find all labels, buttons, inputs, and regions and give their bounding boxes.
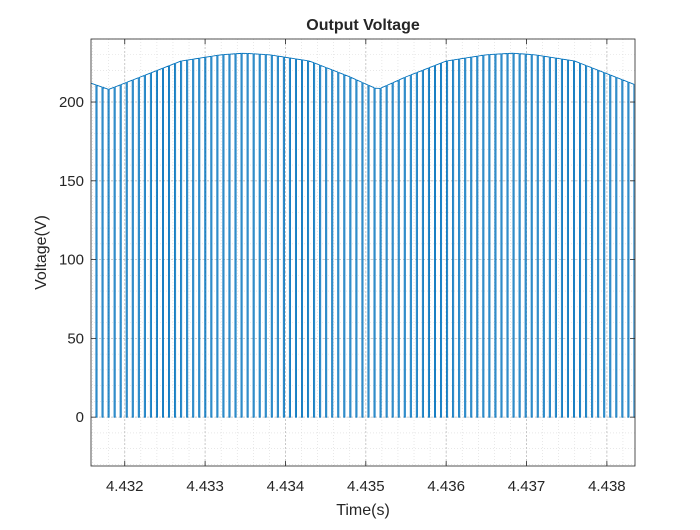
y-tick-label: 0 bbox=[76, 409, 84, 426]
x-tick-label: 4.437 bbox=[508, 478, 546, 495]
x-axis-label: Time(s) bbox=[336, 502, 390, 519]
y-tick-label: 50 bbox=[67, 330, 84, 347]
y-tick-label: 100 bbox=[59, 252, 84, 269]
x-tick-label: 4.433 bbox=[186, 478, 224, 495]
y-axis-label: Voltage(V) bbox=[33, 215, 50, 290]
x-tick-label: 4.436 bbox=[427, 478, 465, 495]
x-tick-labels: 4.432 4.433 4.434 4.435 4.436 4.437 4.438 bbox=[106, 478, 626, 495]
x-tick-label: 4.435 bbox=[347, 478, 385, 495]
x-tick-label: 4.432 bbox=[106, 478, 144, 495]
y-tick-label: 200 bbox=[59, 94, 84, 111]
series-layer bbox=[91, 52, 635, 418]
y-tick-label: 150 bbox=[59, 173, 84, 190]
y-tick-labels: 0 50 100 150 200 bbox=[59, 94, 84, 426]
chart-title: Output Voltage bbox=[306, 17, 420, 34]
plot-box bbox=[90, 38, 636, 467]
x-tick-label: 4.434 bbox=[267, 478, 305, 495]
x-tick-label: 4.438 bbox=[588, 478, 626, 495]
output-voltage-series-line bbox=[91, 52, 635, 418]
tick-marks bbox=[91, 39, 635, 466]
